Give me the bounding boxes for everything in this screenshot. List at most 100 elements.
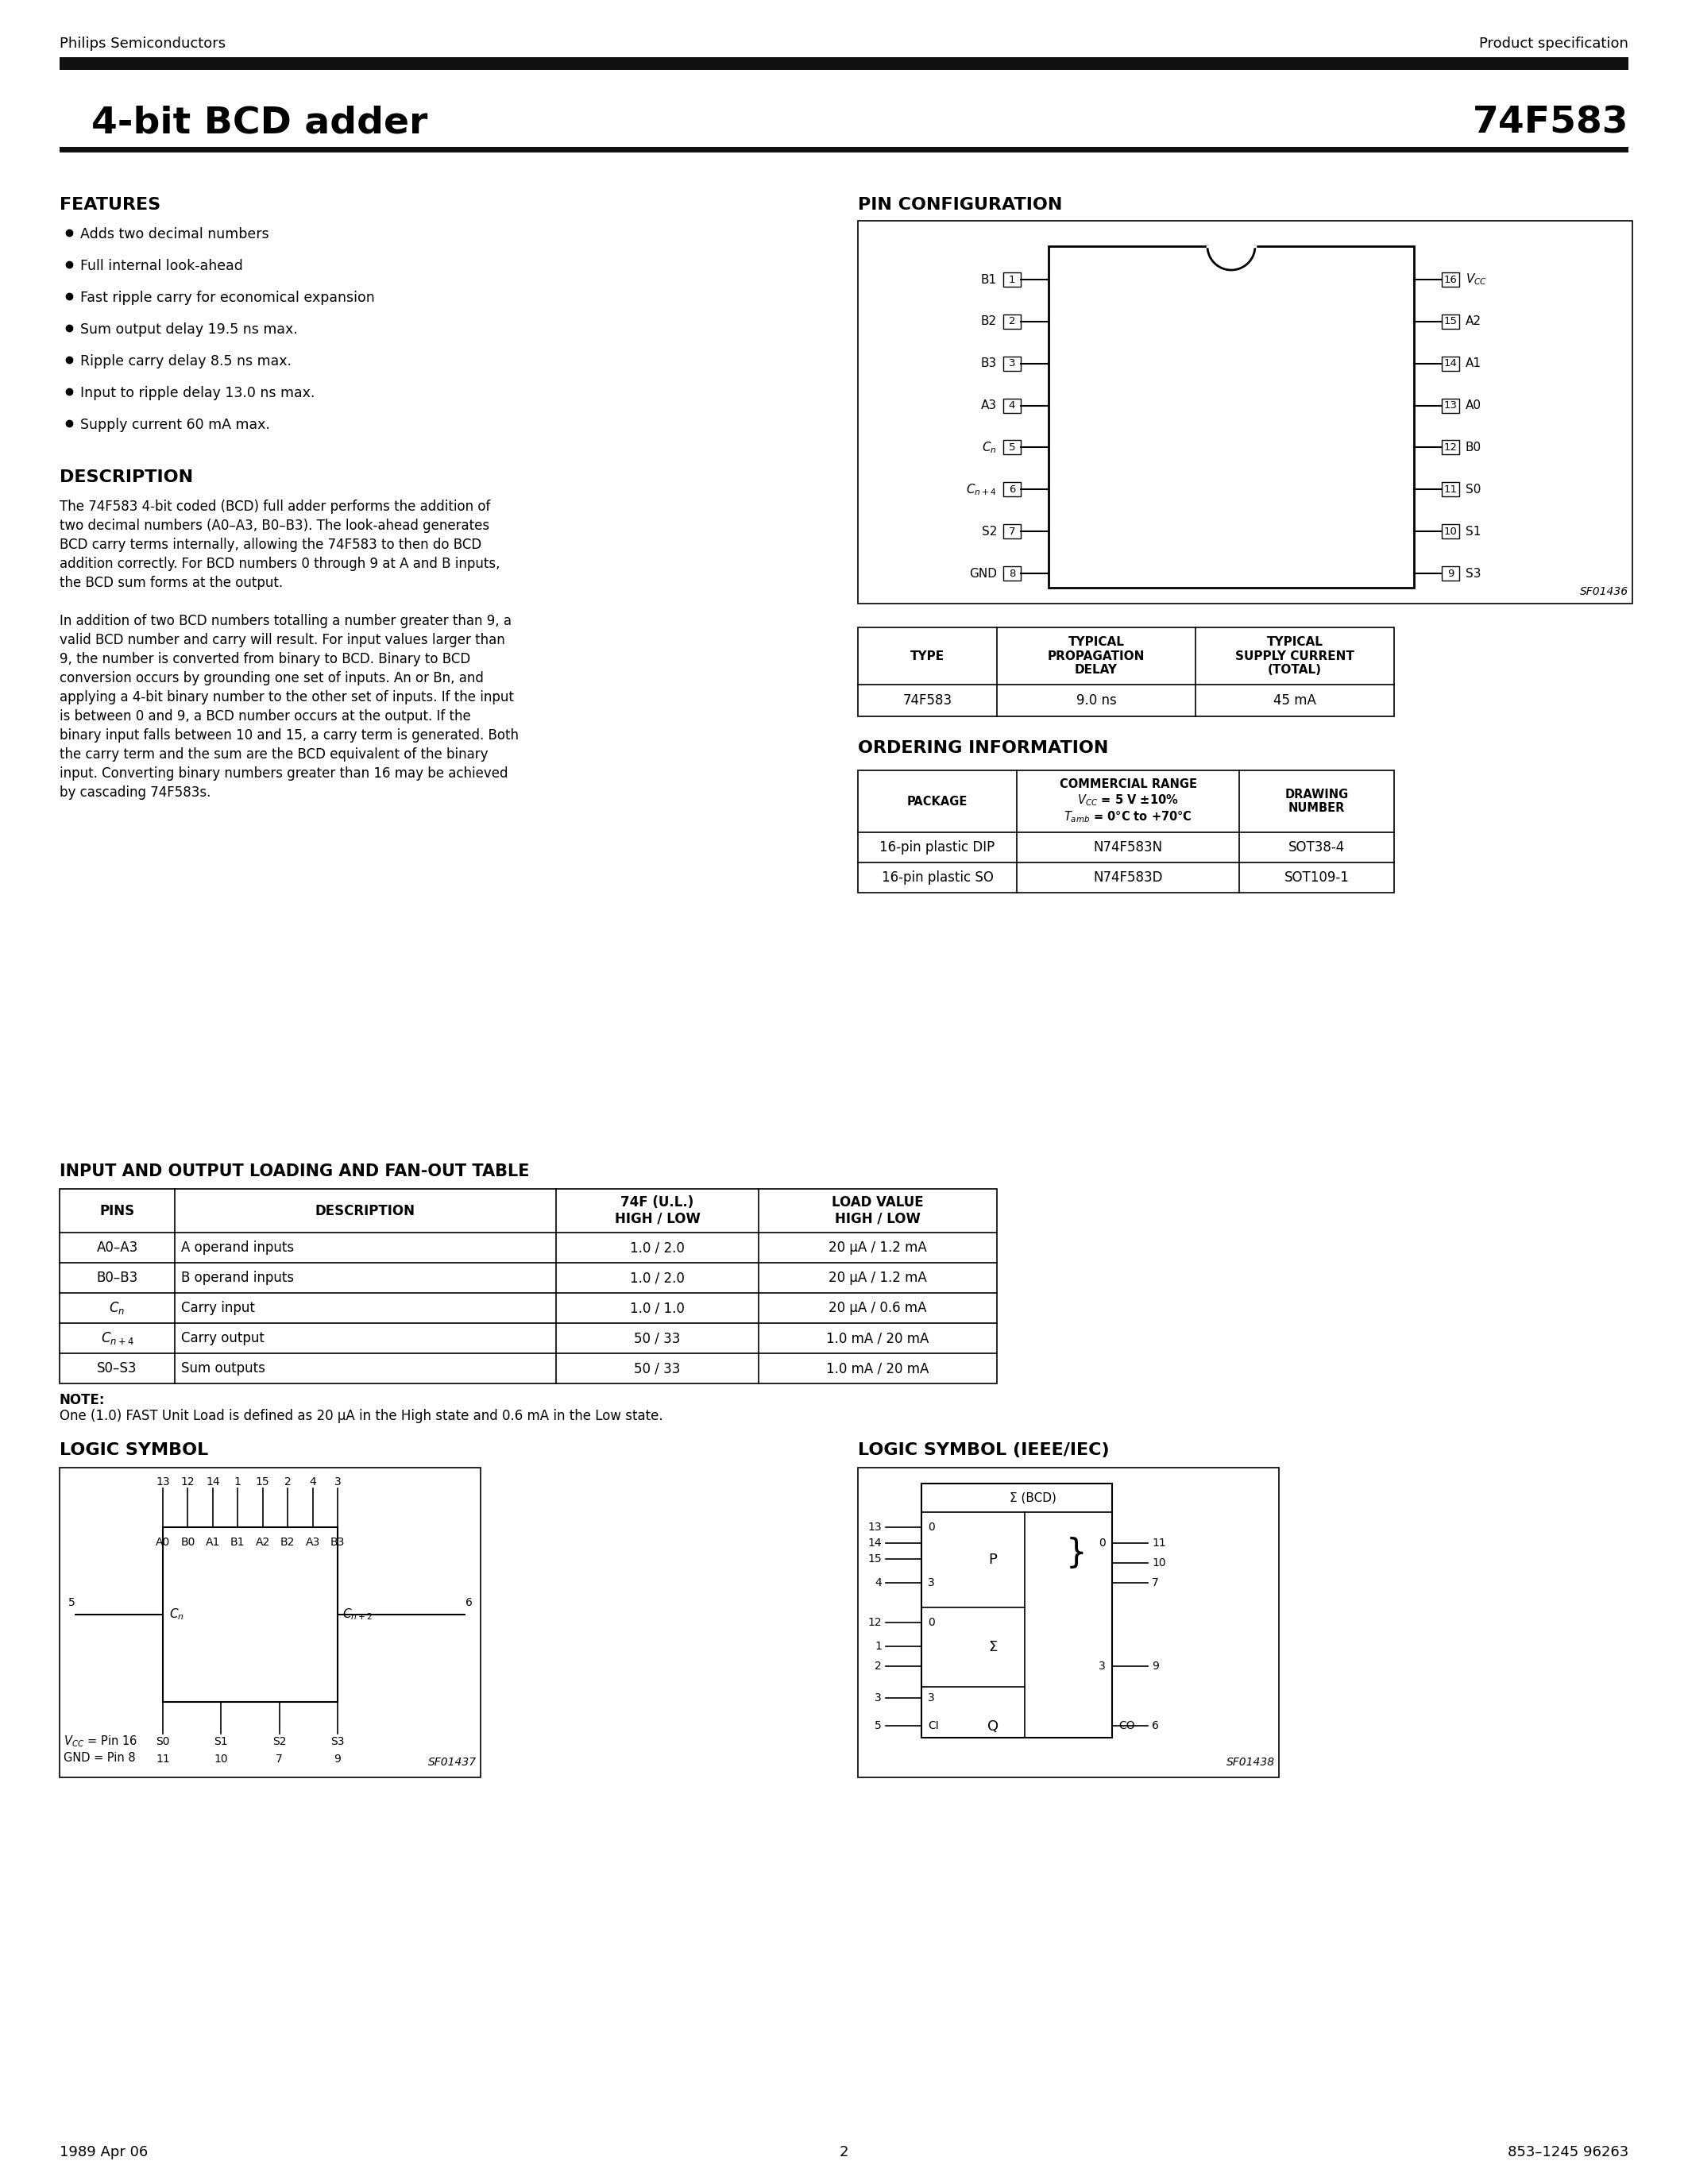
Text: 10: 10 — [1443, 526, 1457, 537]
Text: S1: S1 — [214, 1736, 228, 1747]
Text: 11: 11 — [155, 1754, 170, 1765]
Text: Supply current 60 mA max.: Supply current 60 mA max. — [81, 417, 270, 432]
Text: Product specification: Product specification — [1479, 37, 1629, 50]
Text: A0–A3: A0–A3 — [96, 1241, 138, 1256]
Text: A2: A2 — [255, 1538, 270, 1548]
Text: Carry input: Carry input — [181, 1302, 255, 1315]
Text: 2: 2 — [284, 1476, 290, 1487]
Text: 14: 14 — [1443, 358, 1457, 369]
Text: 1.0 mA / 20 mA: 1.0 mA / 20 mA — [827, 1330, 928, 1345]
Text: SF01437: SF01437 — [429, 1756, 476, 1767]
Text: 4: 4 — [309, 1476, 316, 1487]
Bar — [1003, 273, 1021, 286]
Text: CO: CO — [1119, 1721, 1134, 1732]
Text: 74F (U.L.)
HIGH / LOW: 74F (U.L.) HIGH / LOW — [614, 1195, 701, 1225]
Text: DESCRIPTION: DESCRIPTION — [316, 1203, 415, 1219]
Text: S0: S0 — [1465, 483, 1480, 496]
Text: 7: 7 — [1009, 526, 1016, 537]
Text: SOT109-1: SOT109-1 — [1285, 871, 1349, 885]
Text: 2: 2 — [839, 2145, 849, 2160]
Text: DRAWING
NUMBER: DRAWING NUMBER — [1285, 788, 1349, 815]
Bar — [1442, 566, 1458, 581]
Text: 11: 11 — [1151, 1538, 1166, 1548]
Text: 4: 4 — [1009, 400, 1016, 411]
Text: 45 mA: 45 mA — [1273, 692, 1317, 708]
Bar — [858, 627, 1394, 716]
Text: B2: B2 — [981, 314, 998, 328]
Bar — [1442, 273, 1458, 286]
Text: Philips Semiconductors: Philips Semiconductors — [59, 37, 226, 50]
Text: Input to ripple delay 13.0 ns max.: Input to ripple delay 13.0 ns max. — [81, 387, 316, 400]
Text: 3: 3 — [874, 1693, 881, 1704]
Text: 14: 14 — [206, 1476, 219, 1487]
Text: Sum output delay 19.5 ns max.: Sum output delay 19.5 ns max. — [81, 323, 297, 336]
Text: by cascading 74F583s.: by cascading 74F583s. — [59, 786, 211, 799]
Text: Σ (BCD): Σ (BCD) — [1009, 1492, 1057, 1505]
Text: B0–B3: B0–B3 — [96, 1271, 138, 1284]
Text: 2: 2 — [1009, 317, 1016, 328]
Text: 7: 7 — [275, 1754, 284, 1765]
Text: A0: A0 — [155, 1538, 170, 1548]
Text: GND = Pin 8: GND = Pin 8 — [64, 1752, 135, 1765]
Text: 6: 6 — [466, 1597, 473, 1607]
Bar — [59, 57, 1629, 70]
Text: 3: 3 — [1009, 358, 1016, 369]
Text: 15: 15 — [255, 1476, 270, 1487]
Text: $C_n$: $C_n$ — [169, 1607, 184, 1623]
Bar — [59, 1188, 998, 1382]
Text: A0: A0 — [1465, 400, 1482, 411]
Text: conversion occurs by grounding one set of inputs. An or Bn, and: conversion occurs by grounding one set o… — [59, 670, 484, 686]
Text: $C_{n+4}$: $C_{n+4}$ — [101, 1330, 133, 1345]
Text: B1: B1 — [981, 273, 998, 286]
Text: S0–S3: S0–S3 — [98, 1361, 137, 1376]
Text: 7: 7 — [1151, 1577, 1158, 1588]
Text: Full internal look-ahead: Full internal look-ahead — [81, 260, 243, 273]
Text: INPUT AND OUTPUT LOADING AND FAN-OUT TABLE: INPUT AND OUTPUT LOADING AND FAN-OUT TAB… — [59, 1164, 530, 1179]
Text: 1.0 / 1.0: 1.0 / 1.0 — [630, 1302, 685, 1315]
Text: 9.0 ns: 9.0 ns — [1075, 692, 1116, 708]
Text: 10: 10 — [1151, 1557, 1166, 1568]
Text: LOGIC SYMBOL (IEEE/IEC): LOGIC SYMBOL (IEEE/IEC) — [858, 1441, 1109, 1459]
Text: $C_n$: $C_n$ — [110, 1299, 125, 1317]
Text: B3: B3 — [331, 1538, 344, 1548]
Text: Fast ripple carry for economical expansion: Fast ripple carry for economical expansi… — [81, 290, 375, 306]
Text: S2: S2 — [272, 1736, 287, 1747]
Text: 10: 10 — [214, 1754, 228, 1765]
Text: TYPICAL
SUPPLY CURRENT
(TOTAL): TYPICAL SUPPLY CURRENT (TOTAL) — [1236, 636, 1354, 675]
Text: 8: 8 — [1009, 568, 1016, 579]
Text: 3: 3 — [928, 1693, 935, 1704]
Bar — [1442, 441, 1458, 454]
Text: N74F583N: N74F583N — [1094, 841, 1163, 854]
Text: A1: A1 — [1465, 358, 1482, 369]
Text: 1.0 mA / 20 mA: 1.0 mA / 20 mA — [827, 1361, 928, 1376]
Text: 20 μA / 0.6 mA: 20 μA / 0.6 mA — [829, 1302, 927, 1315]
Text: 3: 3 — [928, 1577, 935, 1588]
Text: One (1.0) FAST Unit Load is defined as 20 μA in the High state and 0.6 mA in the: One (1.0) FAST Unit Load is defined as 2… — [59, 1409, 663, 1424]
Text: S3: S3 — [331, 1736, 344, 1747]
Text: 20 μA / 1.2 mA: 20 μA / 1.2 mA — [829, 1241, 927, 1256]
Bar — [858, 771, 1394, 893]
Text: 3: 3 — [1099, 1660, 1106, 1671]
Text: DESCRIPTION: DESCRIPTION — [59, 470, 192, 485]
Text: The 74F583 4-bit coded (BCD) full adder performs the addition of: The 74F583 4-bit coded (BCD) full adder … — [59, 500, 491, 513]
Text: S1: S1 — [1465, 526, 1480, 537]
Text: 4-bit BCD adder: 4-bit BCD adder — [91, 105, 427, 142]
Text: 0: 0 — [1099, 1538, 1106, 1548]
Bar — [1442, 397, 1458, 413]
Text: 74F583: 74F583 — [1472, 105, 1629, 142]
Text: P: P — [989, 1553, 998, 1566]
Bar — [858, 1468, 1280, 1778]
Text: the BCD sum forms at the output.: the BCD sum forms at the output. — [59, 577, 284, 590]
Text: valid BCD number and carry will result. For input values larger than: valid BCD number and carry will result. … — [59, 633, 505, 646]
Text: $C_n$: $C_n$ — [982, 439, 998, 454]
Text: 12: 12 — [868, 1616, 881, 1627]
Text: A3: A3 — [306, 1538, 321, 1548]
Text: CI: CI — [928, 1721, 939, 1732]
Text: 11: 11 — [1443, 485, 1457, 494]
Text: PACKAGE: PACKAGE — [906, 795, 967, 808]
Text: B0: B0 — [181, 1538, 196, 1548]
Text: B operand inputs: B operand inputs — [181, 1271, 294, 1284]
Text: PINS: PINS — [100, 1203, 135, 1219]
Text: binary input falls between 10 and 15, a carry term is generated. Both: binary input falls between 10 and 15, a … — [59, 727, 518, 743]
Text: 74F583: 74F583 — [903, 692, 952, 708]
